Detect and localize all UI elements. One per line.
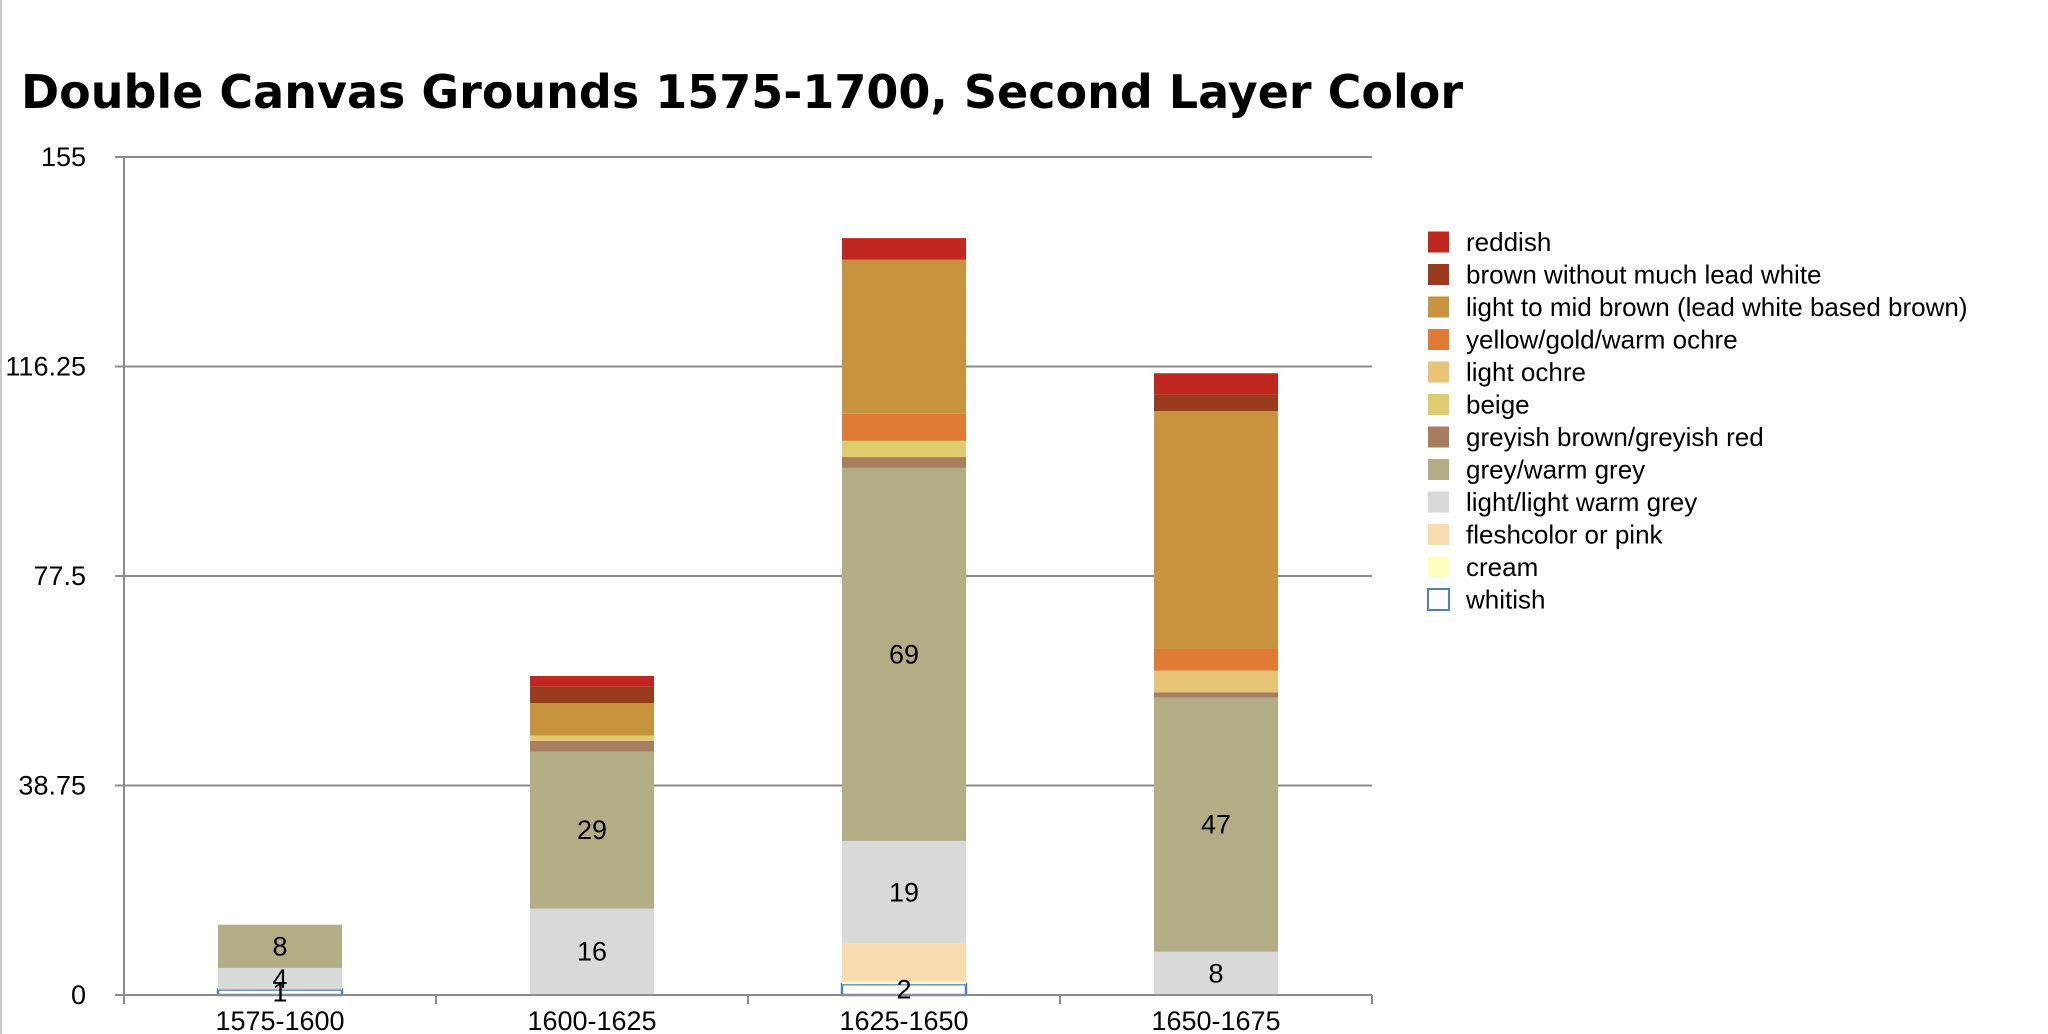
legend-swatch <box>1428 231 1449 253</box>
data-label: 1 <box>272 977 287 1007</box>
legend-swatch <box>1428 329 1449 350</box>
data-label: 2 <box>896 975 911 1005</box>
legend-label: light to mid brown (lead white based bro… <box>1466 292 1967 322</box>
data-label: 69 <box>889 639 919 669</box>
bar-segment <box>530 686 654 704</box>
bar-segment <box>530 735 654 741</box>
legend-label: light ochre <box>1466 357 1586 387</box>
legend-label: whitish <box>1465 585 1545 615</box>
bar-segment <box>1154 692 1278 698</box>
data-label: 8 <box>1208 958 1223 988</box>
legend-swatch <box>1428 394 1449 415</box>
y-tick-label: 38.75 <box>18 771 86 801</box>
bar-segment <box>842 238 966 260</box>
data-label: 16 <box>577 937 607 967</box>
legend-swatch <box>1427 588 1450 611</box>
bar-segment <box>842 467 966 841</box>
bar-segment <box>1154 373 1278 395</box>
legend-swatch <box>1428 491 1449 513</box>
bar-segment <box>1154 951 1278 995</box>
bar-segment <box>842 981 966 985</box>
x-tick-label: 1650-1675 <box>1151 1006 1280 1034</box>
bar-segment <box>842 457 966 468</box>
legend-label: fleshcolor or pink <box>1466 520 1664 550</box>
bar-segment <box>842 943 966 982</box>
bar-segment <box>530 908 654 995</box>
x-tick-label: 1625-1650 <box>839 1006 968 1034</box>
legend-label: grey/warm grey <box>1466 455 1645 485</box>
y-tick-label: 77.5 <box>33 561 86 591</box>
data-label: 29 <box>577 815 607 845</box>
data-label: 8 <box>272 931 287 961</box>
bar-segment <box>1154 697 1278 952</box>
legend-swatch <box>1428 426 1449 448</box>
bar-segment <box>218 967 342 990</box>
legend-label: light/light warm grey <box>1466 487 1697 517</box>
data-label: 4 <box>272 964 287 994</box>
legend-label: reddish <box>1466 227 1551 257</box>
y-tick-label: 0 <box>71 980 86 1010</box>
bar-segment <box>530 676 654 687</box>
bar-segment <box>842 259 966 414</box>
bar-segment <box>1154 670 1278 693</box>
x-tick-label: 1600-1625 <box>527 1006 656 1034</box>
bar-segment <box>842 840 966 944</box>
legend-swatch <box>1428 296 1449 318</box>
bar-segment <box>842 413 966 441</box>
bar-segment <box>218 924 342 968</box>
legend-label: yellow/gold/warm ochre <box>1466 325 1738 355</box>
bar-segment <box>1154 411 1278 649</box>
legend-swatch <box>1428 459 1449 480</box>
legend-label: brown without much lead white <box>1466 260 1822 290</box>
x-tick-label: 1575-1600 <box>215 1006 344 1034</box>
legend-swatch <box>1428 361 1449 383</box>
bar-segment <box>530 703 654 736</box>
legend-swatch <box>1428 556 1449 578</box>
chart-title: Double Canvas Grounds 1575-1700, Second … <box>21 65 1463 119</box>
bar-segment <box>530 740 654 752</box>
data-label: 19 <box>889 877 919 907</box>
data-label: 47 <box>1201 810 1231 840</box>
legend-label: cream <box>1466 552 1538 582</box>
bars <box>216 238 1278 997</box>
bar-segment <box>530 751 654 909</box>
bar-segment <box>842 440 966 458</box>
legend-label: beige <box>1466 390 1530 420</box>
y-tick-label: 116.25 <box>5 352 86 382</box>
legend-swatch <box>1428 524 1449 545</box>
window-edge <box>0 0 2 1034</box>
legend-label: greyish brown/greyish red <box>1466 422 1764 452</box>
bar-segment <box>1154 648 1278 671</box>
bar-segment <box>1154 394 1278 412</box>
legend-swatch <box>1428 264 1449 285</box>
y-tick-label: 155 <box>41 142 86 172</box>
